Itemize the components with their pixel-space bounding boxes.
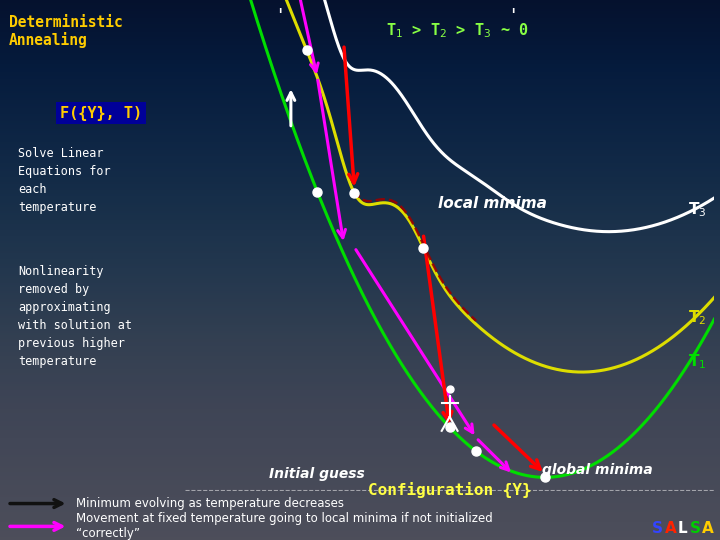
Text: S: S	[652, 521, 662, 536]
Text: T$_1$ > T$_2$ > T$_3$ ~ 0: T$_1$ > T$_2$ > T$_3$ ~ 0	[386, 21, 528, 40]
Text: Movement at fixed temperature going to local minima if not initialized
“correctl: Movement at fixed temperature going to l…	[76, 512, 492, 540]
Text: T$_2$: T$_2$	[688, 308, 706, 327]
Text: global minima: global minima	[542, 463, 653, 477]
Text: Deterministic
Annealing: Deterministic Annealing	[9, 15, 123, 49]
Text: A: A	[702, 521, 714, 536]
Text: Configuration {Y}: Configuration {Y}	[368, 482, 531, 498]
Text: T$_3$: T$_3$	[688, 201, 706, 219]
Text: Nonlinearity
removed by
approximating
with solution at
previous higher
temperatu: Nonlinearity removed by approximating wi…	[19, 265, 132, 368]
Text: Minimum evolving as temperature decreases: Minimum evolving as temperature decrease…	[76, 497, 343, 510]
Text: ': '	[510, 7, 516, 26]
Text: Solve Linear
Equations for
each
temperature: Solve Linear Equations for each temperat…	[19, 147, 111, 214]
Text: local minima: local minima	[438, 196, 546, 211]
Text: F({Y}, T): F({Y}, T)	[60, 105, 142, 120]
Text: T$_1$: T$_1$	[688, 352, 706, 370]
Text: A: A	[665, 521, 677, 536]
Text: ': '	[278, 7, 283, 26]
Text: S: S	[690, 521, 701, 536]
Text: L: L	[678, 521, 687, 536]
Text: Initial guess: Initial guess	[269, 467, 365, 481]
